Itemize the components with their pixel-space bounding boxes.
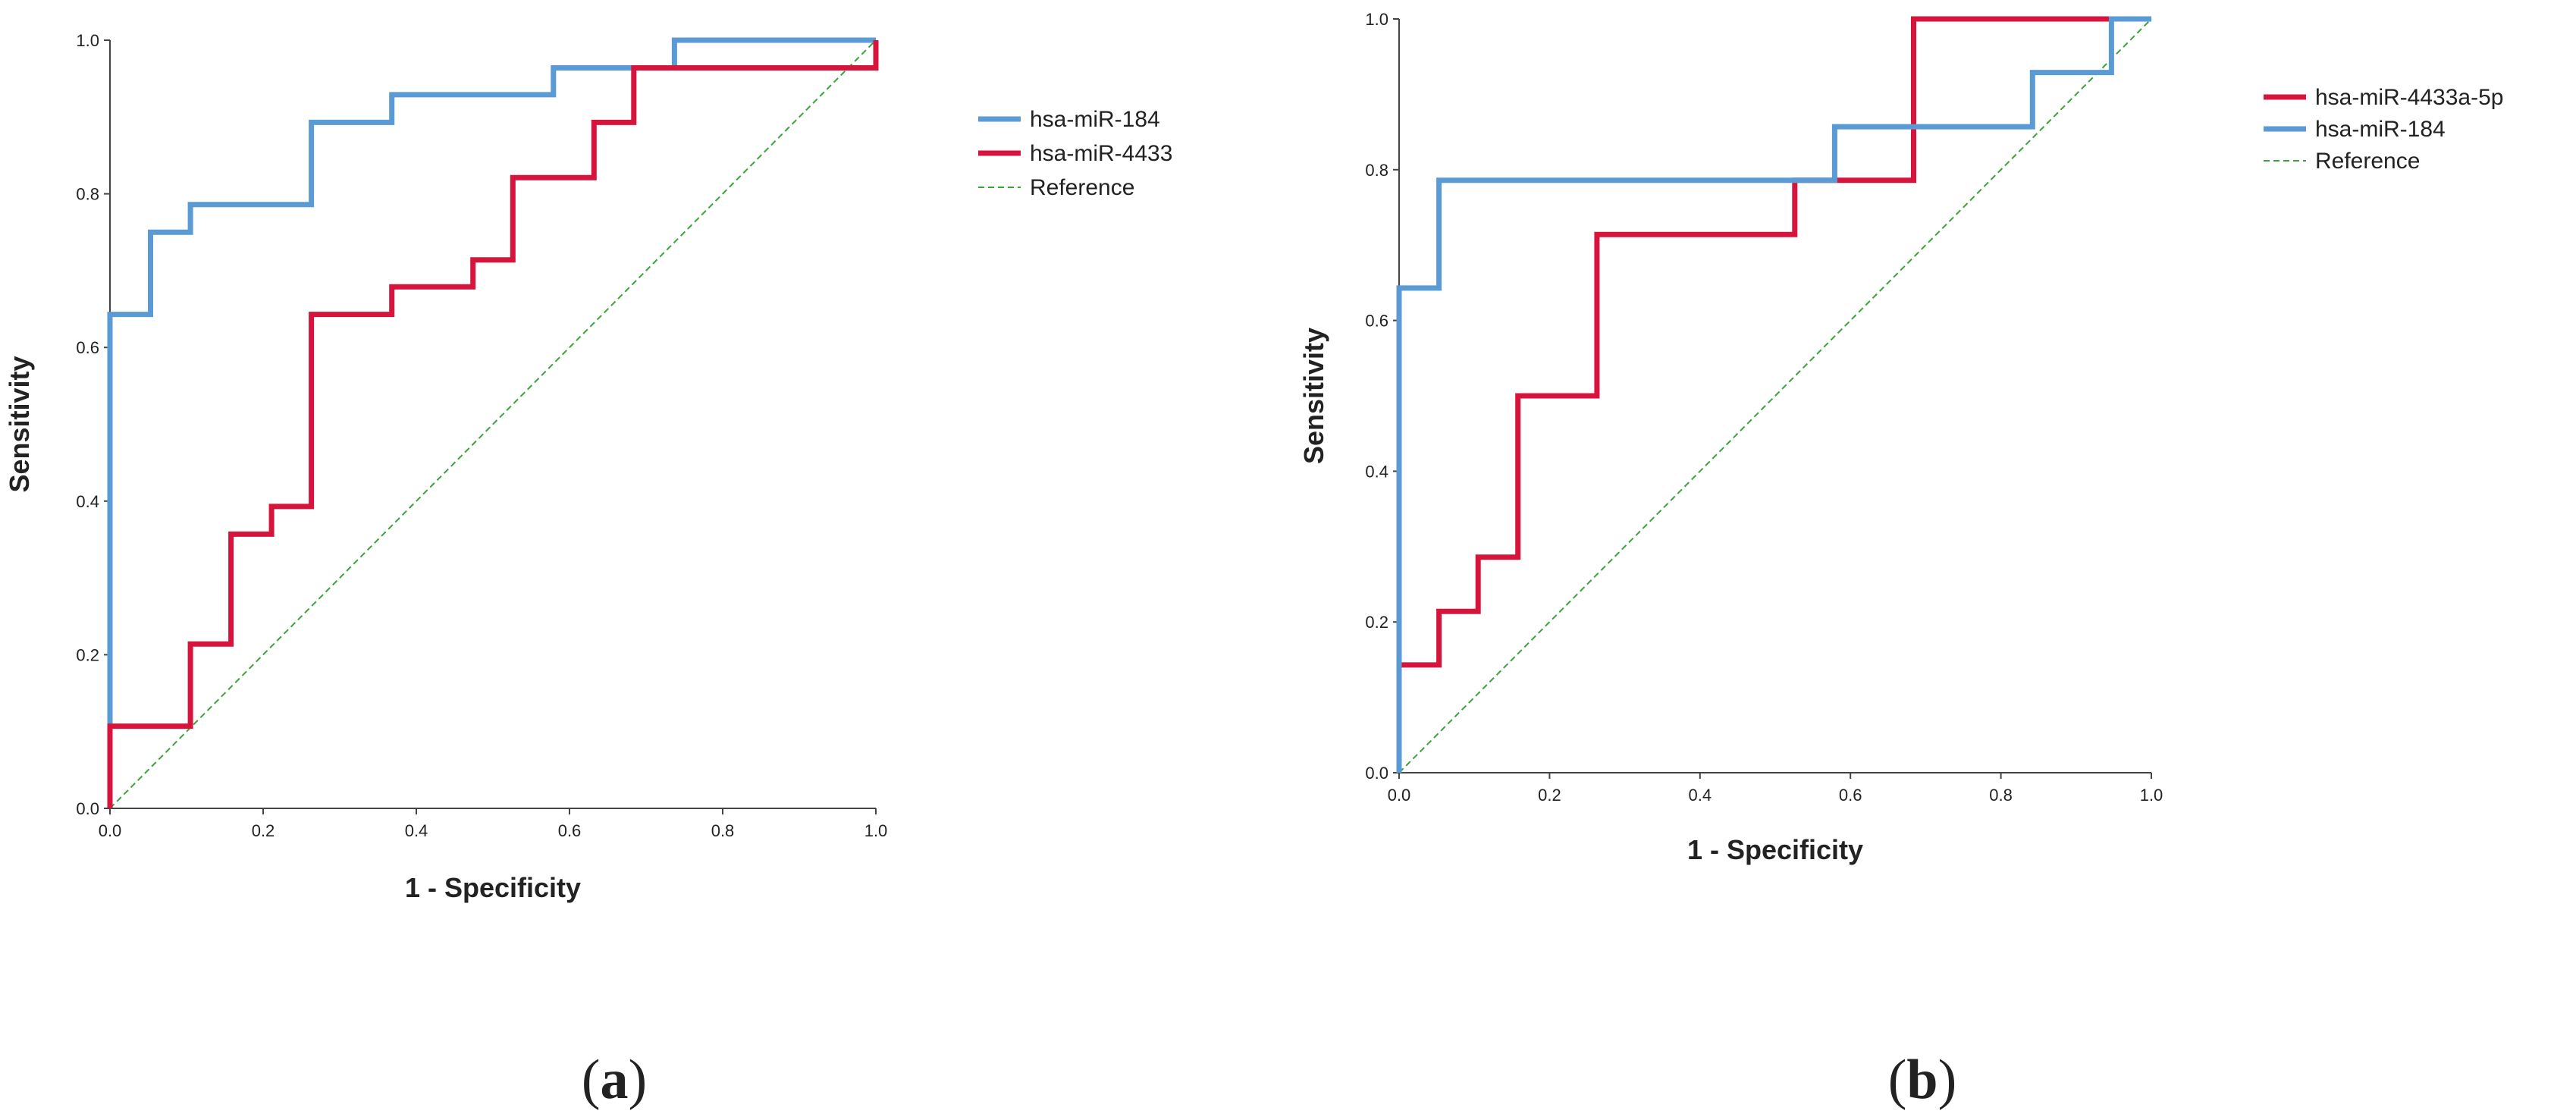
y-axis-title: Sensitivity [4,356,35,492]
panel-label: (a) [582,1049,647,1111]
y-tick-label: 0.0 [1365,764,1388,783]
panel-label-letter: b [1906,1049,1937,1111]
panel-label-close: ) [629,1049,648,1111]
x-tick-label: 0.4 [405,821,428,840]
x-tick-label: 0.2 [252,821,275,840]
panel-label-open: ( [582,1049,601,1111]
legend-label: hsa-miR-184 [1030,107,1160,132]
panel-label: (b) [1888,1049,1956,1111]
panel-label-letter: a [601,1049,629,1111]
y-tick-label: 0.8 [1365,161,1388,180]
x-axis-title: 1 - Specificity [405,872,581,903]
y-tick-label: 0.2 [76,645,99,664]
series-line-hsa-mir-184 [1396,16,2151,773]
y-tick-label: 1.0 [1365,10,1388,29]
x-tick-label: 0.8 [1989,786,2013,805]
series-line-reference [109,39,877,809]
y-tick-label: 0.4 [76,492,99,511]
x-tick-label: 0.2 [1538,786,1561,805]
x-tick-label: 0.6 [1839,786,1862,805]
x-axis-title: 1 - Specificity [1687,834,1863,865]
legend-label: Reference [2315,149,2420,174]
y-tick-label: 1.0 [76,31,99,50]
y-tick-label: 0.2 [1365,613,1388,632]
y-axis-title: Sensitivity [1298,328,1329,464]
panel-label-open: ( [1888,1049,1907,1111]
panel-b-roc-chart: 0.0 0.2 0.4 0.6 0.8 1.0 0.0 0.2 0.4 0.6 0.8 1.0 1 - … [1298,10,2503,1111]
legend-label: hsa-miR-4433a-5p [2315,85,2503,110]
x-tick-label: 0.0 [1388,786,1411,805]
x-tick-label: 0.4 [1689,786,1712,805]
x-tick-label: 1.0 [864,821,888,840]
series-line-hsa-mir-4433 [107,40,879,808]
y-tick-label: 0.4 [1365,462,1388,481]
panel-label-close: ) [1938,1049,1957,1111]
legend-label: hsa-miR-4433 [1030,141,1172,166]
x-tick-label: 1.0 [2140,786,2163,805]
y-tick-label: 0.6 [76,338,99,357]
x-tick-label: 0.0 [99,821,122,840]
legend-label: Reference [1030,175,1134,200]
legend-label: hsa-miR-184 [2315,117,2446,142]
y-tick-label: 0.0 [76,799,99,818]
x-tick-label: 0.6 [558,821,582,840]
x-tick-label: 0.8 [711,821,735,840]
y-tick-label: 0.8 [76,185,99,204]
panel-a-roc-chart: 0.0 0.2 0.4 0.6 0.8 1.0 0.0 0.2 0.4 0.6 0.8 1.0 1 - … [4,31,1172,1111]
y-tick-label: 0.6 [1365,312,1388,331]
series-line-reference [1398,18,2152,773]
series-line-hsa-mir-4433a-5p [1396,16,2151,773]
